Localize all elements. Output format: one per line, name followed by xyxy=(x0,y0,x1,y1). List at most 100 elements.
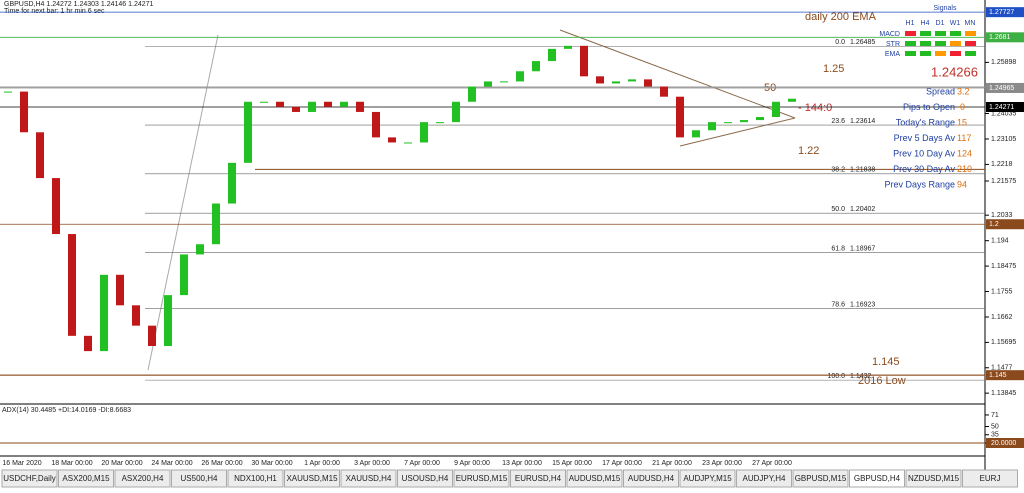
info-value: 94 xyxy=(957,179,967,189)
adx-tag xyxy=(986,438,1024,448)
symbol-header: GBPUSD,H4 1.24272 1.24303 1.24146 1.2427… xyxy=(4,1,154,8)
x-tick-label: 15 Apr 00:00 xyxy=(552,460,592,467)
trendline xyxy=(679,117,796,147)
tab-label[interactable]: AUDJPY,M15 xyxy=(683,474,732,483)
tab[interactable] xyxy=(1,469,58,488)
signal-cell xyxy=(965,31,976,36)
tab-label[interactable]: AUDJPY,H4 xyxy=(743,474,787,483)
tab[interactable] xyxy=(849,469,905,488)
fib-level: 50.0 xyxy=(831,206,845,213)
tab[interactable] xyxy=(962,469,1018,488)
candle xyxy=(36,132,44,179)
price-tag xyxy=(986,7,1024,18)
fib-price: 1.23614 xyxy=(850,118,875,125)
x-tick-label: 30 Mar 00:00 xyxy=(251,460,292,467)
tab[interactable] xyxy=(679,469,736,488)
candle xyxy=(580,45,588,77)
price-tag-label: 1.2681 xyxy=(989,34,1011,41)
tab[interactable] xyxy=(171,469,227,488)
tab[interactable] xyxy=(397,469,453,488)
tab[interactable] xyxy=(453,469,510,488)
tab-label[interactable]: ASX200,M15 xyxy=(62,474,110,483)
tab-label[interactable]: AUDUSD,H4 xyxy=(628,474,675,483)
candle xyxy=(644,79,652,87)
tab[interactable] xyxy=(905,469,962,488)
tab-label[interactable]: USOUSD,H4 xyxy=(402,474,449,483)
y-tick-label: 1.24035 xyxy=(991,110,1016,117)
tab[interactable] xyxy=(736,469,792,488)
adx-tick-label: 20.0000 xyxy=(991,440,1016,447)
tab[interactable] xyxy=(566,469,623,488)
tab-label[interactable]: GBPUSD,H4 xyxy=(854,474,901,483)
candle xyxy=(596,76,604,84)
candle xyxy=(116,274,124,306)
info-label: Prev 10 Day Av xyxy=(893,148,955,158)
candle xyxy=(628,79,636,82)
tab[interactable] xyxy=(58,469,114,488)
annotation: 1.145 xyxy=(872,356,900,368)
tab[interactable] xyxy=(792,469,849,488)
candle xyxy=(52,178,60,235)
fib-level: 78.6 xyxy=(831,302,845,309)
x-tick-label: 24 Mar 00:00 xyxy=(151,460,192,467)
tab-label[interactable]: AUDUSD,M15 xyxy=(569,474,621,483)
adx-tick-label: 71 xyxy=(991,412,999,419)
tab-label[interactable]: NZDUSD,M15 xyxy=(908,474,960,483)
tab[interactable] xyxy=(510,469,566,488)
y-tick-label: 1.13845 xyxy=(991,390,1016,397)
y-tick-label: 1.1477 xyxy=(991,365,1013,372)
x-tick-label: 13 Apr 00:00 xyxy=(502,460,542,467)
info-value: 124 xyxy=(957,148,972,158)
candle xyxy=(756,117,764,121)
signal-column: D1 xyxy=(936,20,945,27)
fib-level: 100.0 xyxy=(827,373,845,380)
candle xyxy=(788,98,796,102)
tab-label[interactable]: US500,H4 xyxy=(181,474,218,483)
fib-price: 1.16923 xyxy=(850,302,875,309)
tab-label[interactable]: EURUSD,M15 xyxy=(456,474,508,483)
candle xyxy=(196,244,204,255)
fib-level: 0.0 xyxy=(835,39,845,46)
candle xyxy=(20,91,28,133)
candle xyxy=(148,325,156,347)
candle xyxy=(740,120,748,123)
tab[interactable] xyxy=(114,469,171,488)
tab-label[interactable]: EURUSD,H4 xyxy=(515,474,562,483)
fib-level: 23.6 xyxy=(831,118,845,125)
tab[interactable] xyxy=(340,469,397,488)
candle xyxy=(532,61,540,72)
info-label: Pips to Open xyxy=(903,102,955,112)
y-tick-label: 1.18475 xyxy=(991,263,1016,270)
tab[interactable] xyxy=(227,469,284,488)
candle xyxy=(468,86,476,102)
tab-label[interactable]: EURJ xyxy=(980,474,1001,483)
tab-label[interactable]: ASX200,H4 xyxy=(122,474,164,483)
x-tick-label: 21 Apr 00:00 xyxy=(652,460,692,467)
price-tag xyxy=(986,370,1024,381)
candle xyxy=(244,101,252,163)
timer: Time for next bar: 1 hr min 6 sec xyxy=(4,8,105,15)
candle xyxy=(564,45,572,49)
info-label: Spread xyxy=(926,86,955,96)
candle xyxy=(612,81,620,84)
fib-price: 1.20402 xyxy=(850,206,875,213)
price-tag-label: 1.24965 xyxy=(989,85,1014,92)
signal-column: MN xyxy=(965,20,976,27)
candle xyxy=(388,137,396,143)
trendline xyxy=(147,34,219,371)
x-tick-label: 16 Mar 2020 xyxy=(2,460,41,467)
adx-tick-label: 35 xyxy=(991,432,999,439)
candle xyxy=(212,203,220,245)
candle xyxy=(692,130,700,138)
tab-label[interactable]: GBPUSD,M15 xyxy=(795,474,847,483)
tab-label[interactable]: USDCHF,Daily xyxy=(3,474,55,483)
trendline xyxy=(559,29,796,119)
candle xyxy=(292,106,300,112)
tab-label[interactable]: XAUUSD,H4 xyxy=(346,474,392,483)
tab-label[interactable]: NDX100,H1 xyxy=(234,474,277,483)
signal-row: EMA xyxy=(885,51,901,58)
tab[interactable] xyxy=(284,469,340,488)
tab[interactable] xyxy=(623,469,679,488)
tab-label[interactable]: XAUUSD,M15 xyxy=(286,474,338,483)
